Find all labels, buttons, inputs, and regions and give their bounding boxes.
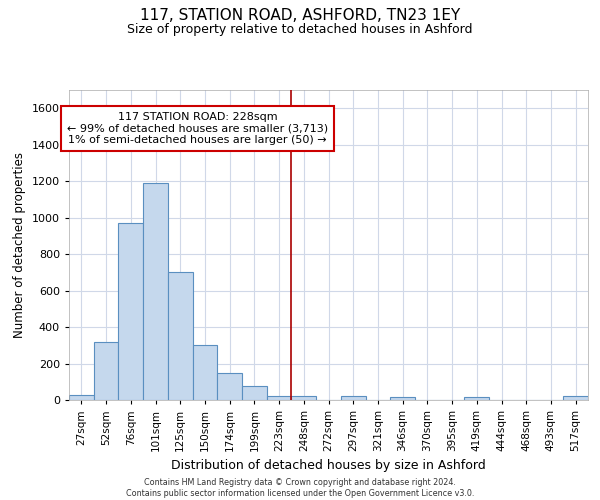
- Text: 117 STATION ROAD: 228sqm
← 99% of detached houses are smaller (3,713)
1% of semi: 117 STATION ROAD: 228sqm ← 99% of detach…: [67, 112, 328, 145]
- X-axis label: Distribution of detached houses by size in Ashford: Distribution of detached houses by size …: [171, 460, 486, 472]
- Y-axis label: Number of detached properties: Number of detached properties: [13, 152, 26, 338]
- Bar: [168, 272, 193, 400]
- Text: 117, STATION ROAD, ASHFORD, TN23 1EY: 117, STATION ROAD, ASHFORD, TN23 1EY: [140, 8, 460, 22]
- Text: Size of property relative to detached houses in Ashford: Size of property relative to detached ho…: [127, 22, 473, 36]
- Bar: [217, 372, 242, 400]
- Bar: [267, 396, 292, 400]
- Bar: [143, 183, 168, 400]
- Bar: [193, 346, 217, 400]
- Bar: [242, 386, 267, 400]
- Text: Contains HM Land Registry data © Crown copyright and database right 2024.
Contai: Contains HM Land Registry data © Crown c…: [126, 478, 474, 498]
- Bar: [464, 398, 489, 400]
- Bar: [292, 396, 316, 400]
- Bar: [94, 342, 118, 400]
- Bar: [563, 396, 588, 400]
- Bar: [390, 398, 415, 400]
- Bar: [69, 396, 94, 400]
- Bar: [341, 396, 365, 400]
- Bar: [118, 223, 143, 400]
